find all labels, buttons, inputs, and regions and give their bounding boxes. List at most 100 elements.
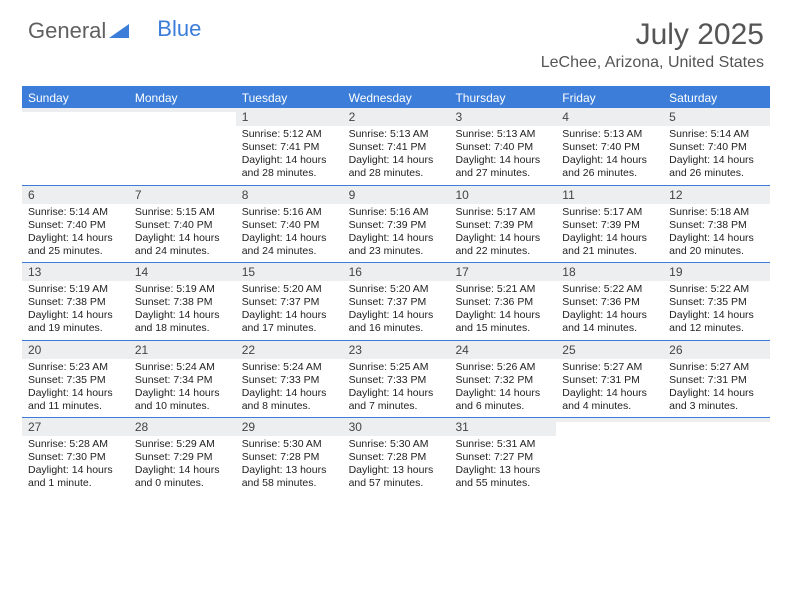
day-cell	[556, 418, 663, 495]
sunset-text: Sunset: 7:34 PM	[135, 374, 230, 387]
day-details: Sunrise: 5:26 AMSunset: 7:32 PMDaylight:…	[449, 359, 556, 414]
sunset-text: Sunset: 7:40 PM	[242, 219, 337, 232]
sunrise-text: Sunrise: 5:14 AM	[669, 128, 764, 141]
day-cell: 19Sunrise: 5:22 AMSunset: 7:35 PMDayligh…	[663, 263, 770, 340]
sunset-text: Sunset: 7:40 PM	[28, 219, 123, 232]
day-number: 18	[556, 263, 663, 281]
day-cell: 17Sunrise: 5:21 AMSunset: 7:36 PMDayligh…	[449, 263, 556, 340]
day-cell: 15Sunrise: 5:20 AMSunset: 7:37 PMDayligh…	[236, 263, 343, 340]
day-cell: 4Sunrise: 5:13 AMSunset: 7:40 PMDaylight…	[556, 108, 663, 185]
day-details: Sunrise: 5:19 AMSunset: 7:38 PMDaylight:…	[22, 281, 129, 336]
day-details: Sunrise: 5:24 AMSunset: 7:34 PMDaylight:…	[129, 359, 236, 414]
day-details: Sunrise: 5:13 AMSunset: 7:40 PMDaylight:…	[449, 126, 556, 181]
day-number: 3	[449, 108, 556, 126]
day-cell: 3Sunrise: 5:13 AMSunset: 7:40 PMDaylight…	[449, 108, 556, 185]
day-details	[129, 112, 236, 114]
day-header: Monday	[129, 88, 236, 108]
day-number: 1	[236, 108, 343, 126]
daylight-text: Daylight: 14 hours and 3 minutes.	[669, 387, 764, 413]
daylight-text: Daylight: 14 hours and 10 minutes.	[135, 387, 230, 413]
day-details: Sunrise: 5:22 AMSunset: 7:36 PMDaylight:…	[556, 281, 663, 336]
day-number: 23	[343, 341, 450, 359]
sunrise-text: Sunrise: 5:17 AM	[562, 206, 657, 219]
sunrise-text: Sunrise: 5:19 AM	[28, 283, 123, 296]
day-details: Sunrise: 5:20 AMSunset: 7:37 PMDaylight:…	[343, 281, 450, 336]
daylight-text: Daylight: 14 hours and 18 minutes.	[135, 309, 230, 335]
week-row: 20Sunrise: 5:23 AMSunset: 7:35 PMDayligh…	[22, 340, 770, 418]
sunrise-text: Sunrise: 5:20 AM	[349, 283, 444, 296]
day-details: Sunrise: 5:22 AMSunset: 7:35 PMDaylight:…	[663, 281, 770, 336]
daylight-text: Daylight: 14 hours and 21 minutes.	[562, 232, 657, 258]
daylight-text: Daylight: 14 hours and 26 minutes.	[562, 154, 657, 180]
day-cell: 30Sunrise: 5:30 AMSunset: 7:28 PMDayligh…	[343, 418, 450, 495]
sunrise-text: Sunrise: 5:28 AM	[28, 438, 123, 451]
day-number: 30	[343, 418, 450, 436]
sunset-text: Sunset: 7:40 PM	[562, 141, 657, 154]
day-cell: 14Sunrise: 5:19 AMSunset: 7:38 PMDayligh…	[129, 263, 236, 340]
sunrise-text: Sunrise: 5:21 AM	[455, 283, 550, 296]
day-number: 31	[449, 418, 556, 436]
day-cell: 6Sunrise: 5:14 AMSunset: 7:40 PMDaylight…	[22, 186, 129, 263]
day-details: Sunrise: 5:15 AMSunset: 7:40 PMDaylight:…	[129, 204, 236, 259]
day-cell: 12Sunrise: 5:18 AMSunset: 7:38 PMDayligh…	[663, 186, 770, 263]
daylight-text: Daylight: 14 hours and 24 minutes.	[135, 232, 230, 258]
sunrise-text: Sunrise: 5:13 AM	[349, 128, 444, 141]
day-number: 27	[22, 418, 129, 436]
daylight-text: Daylight: 14 hours and 1 minute.	[28, 464, 123, 490]
sunset-text: Sunset: 7:28 PM	[349, 451, 444, 464]
daylight-text: Daylight: 14 hours and 25 minutes.	[28, 232, 123, 258]
sunset-text: Sunset: 7:31 PM	[669, 374, 764, 387]
daylight-text: Daylight: 14 hours and 15 minutes.	[455, 309, 550, 335]
sunrise-text: Sunrise: 5:17 AM	[455, 206, 550, 219]
sunrise-text: Sunrise: 5:25 AM	[349, 361, 444, 374]
day-details: Sunrise: 5:16 AMSunset: 7:39 PMDaylight:…	[343, 204, 450, 259]
daylight-text: Daylight: 14 hours and 28 minutes.	[349, 154, 444, 180]
daylight-text: Daylight: 14 hours and 8 minutes.	[242, 387, 337, 413]
daylight-text: Daylight: 14 hours and 14 minutes.	[562, 309, 657, 335]
day-cell: 24Sunrise: 5:26 AMSunset: 7:32 PMDayligh…	[449, 341, 556, 418]
daylight-text: Daylight: 14 hours and 20 minutes.	[669, 232, 764, 258]
day-details: Sunrise: 5:27 AMSunset: 7:31 PMDaylight:…	[556, 359, 663, 414]
day-details: Sunrise: 5:14 AMSunset: 7:40 PMDaylight:…	[22, 204, 129, 259]
brand-triangle-icon	[109, 18, 129, 44]
sunset-text: Sunset: 7:40 PM	[455, 141, 550, 154]
day-header: Friday	[556, 88, 663, 108]
day-cell: 13Sunrise: 5:19 AMSunset: 7:38 PMDayligh…	[22, 263, 129, 340]
day-number: 25	[556, 341, 663, 359]
day-number: 22	[236, 341, 343, 359]
day-header-row: Sunday Monday Tuesday Wednesday Thursday…	[22, 88, 770, 108]
daylight-text: Daylight: 14 hours and 11 minutes.	[28, 387, 123, 413]
title-block: July 2025 LeChee, Arizona, United States	[541, 18, 764, 72]
sunset-text: Sunset: 7:40 PM	[669, 141, 764, 154]
daylight-text: Daylight: 14 hours and 24 minutes.	[242, 232, 337, 258]
week-row: 13Sunrise: 5:19 AMSunset: 7:38 PMDayligh…	[22, 262, 770, 340]
sunrise-text: Sunrise: 5:13 AM	[562, 128, 657, 141]
day-cell: 31Sunrise: 5:31 AMSunset: 7:27 PMDayligh…	[449, 418, 556, 495]
sunrise-text: Sunrise: 5:30 AM	[349, 438, 444, 451]
day-cell: 1Sunrise: 5:12 AMSunset: 7:41 PMDaylight…	[236, 108, 343, 185]
sunset-text: Sunset: 7:36 PM	[455, 296, 550, 309]
sunset-text: Sunset: 7:32 PM	[455, 374, 550, 387]
sunset-text: Sunset: 7:28 PM	[242, 451, 337, 464]
day-number: 20	[22, 341, 129, 359]
daylight-text: Daylight: 14 hours and 23 minutes.	[349, 232, 444, 258]
day-number: 26	[663, 341, 770, 359]
day-cell: 28Sunrise: 5:29 AMSunset: 7:29 PMDayligh…	[129, 418, 236, 495]
sunset-text: Sunset: 7:29 PM	[135, 451, 230, 464]
day-details: Sunrise: 5:28 AMSunset: 7:30 PMDaylight:…	[22, 436, 129, 491]
daylight-text: Daylight: 14 hours and 0 minutes.	[135, 464, 230, 490]
sunset-text: Sunset: 7:33 PM	[242, 374, 337, 387]
sunset-text: Sunset: 7:33 PM	[349, 374, 444, 387]
day-details: Sunrise: 5:23 AMSunset: 7:35 PMDaylight:…	[22, 359, 129, 414]
day-header: Tuesday	[236, 88, 343, 108]
day-number: 13	[22, 263, 129, 281]
sunset-text: Sunset: 7:38 PM	[135, 296, 230, 309]
sunset-text: Sunset: 7:36 PM	[562, 296, 657, 309]
sunset-text: Sunset: 7:35 PM	[669, 296, 764, 309]
sunset-text: Sunset: 7:27 PM	[455, 451, 550, 464]
day-details: Sunrise: 5:14 AMSunset: 7:40 PMDaylight:…	[663, 126, 770, 181]
day-number: 2	[343, 108, 450, 126]
sunset-text: Sunset: 7:41 PM	[242, 141, 337, 154]
day-details: Sunrise: 5:12 AMSunset: 7:41 PMDaylight:…	[236, 126, 343, 181]
day-cell: 27Sunrise: 5:28 AMSunset: 7:30 PMDayligh…	[22, 418, 129, 495]
